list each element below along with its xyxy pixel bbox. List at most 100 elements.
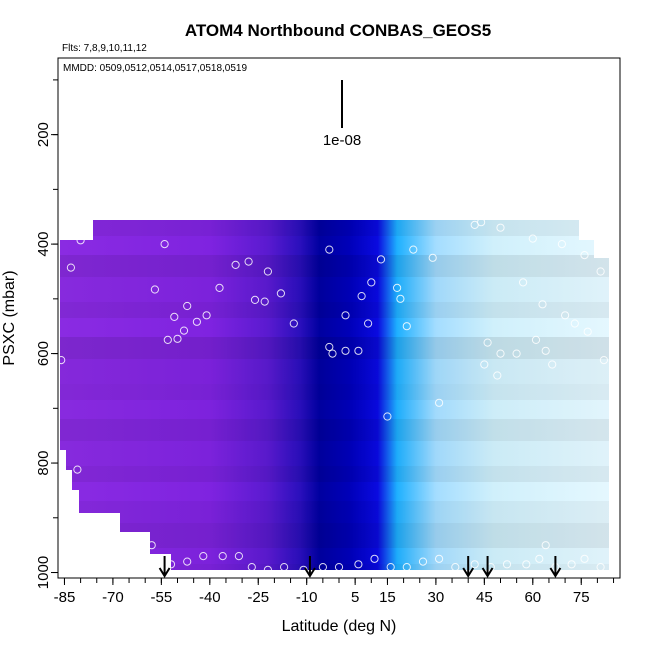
observation-point	[183, 557, 192, 566]
observation-point	[567, 169, 576, 179]
arrow-head	[481, 567, 494, 578]
arrow-head	[158, 567, 171, 578]
heatmap-band	[60, 564, 609, 570]
observation-point	[551, 185, 560, 194]
observation-point	[444, 185, 453, 194]
observation-point	[383, 412, 392, 421]
flights-note: Flts: 7,8,9,10,11,12	[62, 43, 147, 54]
y-axis-label: PSXC (mbar)	[1, 270, 18, 365]
observation-point	[112, 126, 121, 135]
latitude-arrow	[158, 556, 171, 578]
observation-point	[402, 166, 411, 175]
observation-point	[170, 312, 179, 321]
observation-point	[457, 122, 466, 131]
heatmap-band	[60, 220, 609, 236]
observation-point	[548, 360, 557, 369]
observation-point	[325, 342, 334, 352]
observation-point	[73, 465, 82, 474]
observation-point	[538, 300, 547, 309]
observation-point	[263, 267, 272, 276]
scale-label: 1e-08	[323, 132, 361, 149]
observation-point	[561, 311, 570, 320]
y-tick-label: 800	[35, 451, 52, 476]
y-tick-label: 400	[35, 232, 52, 257]
observation-point	[173, 193, 182, 202]
observation-point	[596, 168, 605, 177]
observation-point	[57, 138, 66, 147]
observation-point	[328, 349, 337, 358]
observation-point	[519, 278, 528, 287]
observation-point	[247, 563, 256, 572]
arrow-head	[549, 567, 562, 578]
x-tick-label: -40	[199, 589, 221, 606]
heatmap-band	[60, 523, 609, 548]
observation-point	[580, 251, 589, 260]
x-axis-ticks: -85 -70 -55 -40 -25 -10 5 15 30 45 60 75	[54, 578, 615, 606]
observation-point	[163, 335, 172, 344]
observation-point	[334, 563, 344, 572]
observation-point	[196, 160, 205, 169]
observation-point	[234, 157, 243, 167]
observation-point	[121, 126, 130, 135]
heatmap-band	[60, 255, 609, 277]
observation-point	[480, 360, 489, 369]
observation-point	[580, 554, 589, 563]
observation-point	[250, 295, 260, 304]
observation-point	[519, 196, 528, 205]
heatmap-band	[58, 236, 613, 255]
observation-point	[561, 133, 570, 142]
observation-point	[577, 138, 586, 147]
arrow-head	[462, 567, 475, 578]
y-tick-label: 200	[35, 122, 52, 147]
observation-point	[528, 234, 537, 243]
observation-point	[409, 245, 418, 254]
heatmap-band	[60, 466, 609, 482]
observation-point	[234, 552, 243, 561]
observation-point	[506, 195, 515, 204]
observation-point	[163, 193, 172, 202]
latitude-arrow	[549, 556, 562, 578]
latitude-arrow	[481, 556, 494, 578]
dates-note: MMDD: 0509,0512,0514,0517,0518,0519	[63, 63, 247, 74]
observation-point	[535, 554, 544, 563]
observation-point	[173, 334, 182, 343]
x-tick-label: 5	[351, 589, 359, 606]
observation-point	[325, 194, 334, 203]
observation-point	[92, 134, 101, 143]
observation-point	[147, 133, 156, 142]
observation-point	[341, 311, 350, 320]
observation-point	[76, 236, 85, 245]
observation-point	[431, 163, 440, 172]
y-axis-ticks: 200 400 600 800 1000	[35, 79, 58, 589]
observation-point	[512, 349, 521, 358]
observation-point	[280, 563, 289, 572]
x-tick-label: -85	[54, 589, 76, 606]
observation-point	[179, 326, 189, 335]
observation-point	[435, 398, 444, 407]
x-tick-label: 30	[428, 589, 445, 606]
observation-point	[357, 292, 366, 301]
observation-point	[267, 152, 276, 161]
observation-point	[402, 322, 411, 331]
observation-point	[470, 560, 479, 569]
observation-point	[370, 165, 379, 174]
observation-point	[376, 255, 386, 264]
heatmap-band	[60, 419, 609, 441]
observation-point	[328, 162, 337, 171]
observation-point	[370, 554, 379, 563]
observation-point	[386, 163, 395, 172]
chart-title: ATOM4 Northbound CONBAS_GEOS5	[185, 21, 491, 40]
heatmap-bands	[58, 220, 613, 570]
heatmap-field	[58, 220, 613, 570]
heatmap-band	[58, 482, 613, 501]
heatmap-band	[60, 384, 609, 400]
observation-point	[548, 166, 557, 175]
observation-point	[531, 335, 541, 344]
observation-point	[428, 253, 437, 262]
observation-point	[570, 319, 579, 328]
observation-point	[166, 560, 176, 569]
observation-point	[318, 563, 327, 572]
arrow-head	[304, 567, 316, 578]
observation-point	[480, 201, 489, 210]
heatmap-band	[60, 501, 609, 523]
